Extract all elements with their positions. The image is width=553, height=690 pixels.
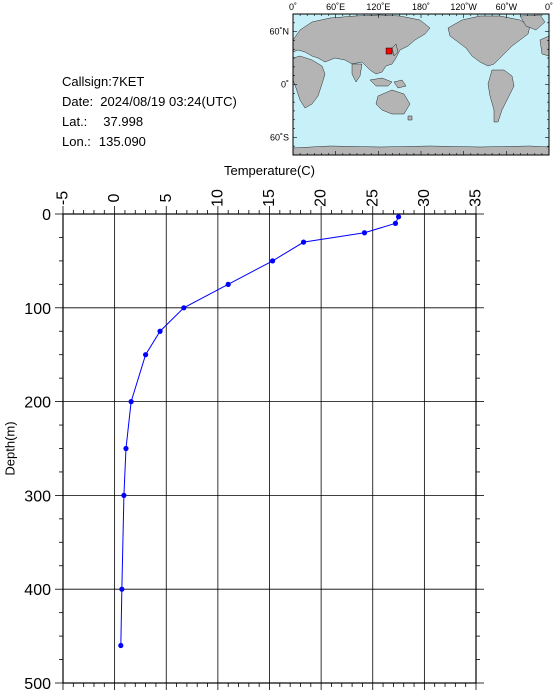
x-tick-label: 10 bbox=[209, 189, 226, 207]
lon-value: 135.090 bbox=[98, 134, 146, 149]
map-lon-label: 60˚E bbox=[326, 2, 345, 12]
map-lat-label: 60˚N bbox=[269, 27, 289, 37]
x-tick-label: 0 bbox=[106, 193, 123, 202]
map-lon-labels: 0˚ 60˚E 120˚E 180˚ 120˚W 60˚W 0˚ bbox=[289, 2, 553, 12]
plot-frame bbox=[62, 213, 477, 684]
x-tick-label: 15 bbox=[261, 189, 278, 207]
data-point bbox=[395, 214, 402, 220]
data-point bbox=[119, 586, 125, 592]
data-point bbox=[269, 258, 276, 264]
map-lon-label: 120˚E bbox=[366, 2, 390, 12]
data-point bbox=[143, 352, 149, 358]
station-info: Callsign:7KET Date: 2024/08/19 03:24(UTC… bbox=[62, 72, 237, 152]
x-tick-label: 35 bbox=[468, 189, 485, 207]
lat-value: 37.998 bbox=[103, 114, 144, 129]
callsign-text: Callsign:7KET bbox=[62, 74, 145, 89]
data-point bbox=[361, 230, 368, 236]
y-tick-label: 500 bbox=[24, 676, 51, 690]
x-tick-label: 25 bbox=[364, 189, 381, 207]
temperature-series-line bbox=[120, 216, 400, 646]
data-point bbox=[128, 399, 134, 405]
map-lon-label: 60˚W bbox=[496, 2, 518, 12]
lon-row: Lon.: 135.090 bbox=[62, 132, 237, 152]
map-lat-label: 0˚ bbox=[281, 80, 289, 90]
y-tick-label: 0 bbox=[42, 207, 51, 224]
temperature-series-points bbox=[118, 214, 402, 649]
y-axis-label: Depth(m) bbox=[3, 421, 18, 475]
data-point bbox=[392, 220, 399, 226]
y-tick-label: 300 bbox=[24, 488, 51, 505]
data-point bbox=[121, 492, 127, 498]
map-lon-label: 120˚W bbox=[450, 2, 477, 12]
map-lon-label: 180˚ bbox=[412, 2, 430, 12]
y-tick-label: 400 bbox=[24, 582, 51, 599]
data-point bbox=[181, 305, 187, 311]
date-text: Date: 2024/08/19 03:24(UTC) bbox=[62, 94, 237, 109]
x-tick-label: 20 bbox=[313, 189, 330, 207]
lat-row: Lat.: 37.998 bbox=[62, 112, 237, 132]
x-tick-label: -5 bbox=[55, 191, 72, 205]
x-axis-label: Temperature(C) bbox=[224, 163, 315, 178]
data-point bbox=[225, 281, 231, 287]
x-tick-label: 5 bbox=[158, 193, 175, 202]
data-point bbox=[157, 328, 163, 334]
y-tick-label: 200 bbox=[24, 395, 51, 412]
world-map: 0˚ 60˚E 120˚E 180˚ 120˚W 60˚W 0˚ 60˚N 0˚… bbox=[269, 2, 553, 156]
y-tick-label: 100 bbox=[24, 301, 51, 318]
map-lon-label: 0˚ bbox=[289, 2, 297, 12]
map-land bbox=[293, 14, 549, 155]
x-tick-labels: -5 0 5 10 15 20 25 30 35 bbox=[55, 189, 485, 207]
y-tick-labels: 0 100 200 300 400 500 bbox=[24, 207, 51, 690]
lat-label: Lat.: bbox=[62, 114, 88, 129]
map-lat-label: 60˚S bbox=[270, 132, 289, 142]
map-tick-marks bbox=[292, 13, 550, 156]
data-point bbox=[300, 239, 307, 245]
x-tick-label: 30 bbox=[416, 189, 433, 207]
station-marker-icon bbox=[385, 47, 393, 55]
lon-label: Lon.: bbox=[62, 134, 91, 149]
data-point bbox=[123, 445, 129, 452]
data-point bbox=[118, 642, 124, 649]
map-lat-labels: 60˚N 0˚ 60˚S bbox=[269, 27, 289, 143]
chart-minor-ticks bbox=[55, 206, 484, 690]
map-lon-label: 0˚ bbox=[545, 2, 553, 12]
